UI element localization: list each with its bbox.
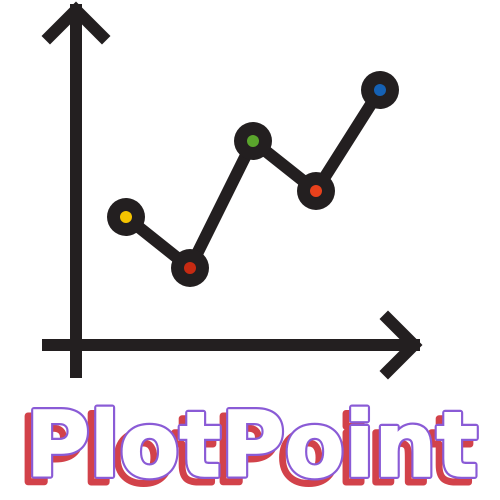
y-axis [41, 1, 111, 378]
chart-point-2 [171, 249, 209, 287]
chart-points [107, 71, 399, 287]
wordmark-outline: PlotPoint [26, 393, 478, 498]
chart-point-5 [361, 71, 399, 109]
y-axis-arrow-icon [41, 1, 111, 45]
chart-line [120, 84, 386, 274]
chart-point-4 [297, 172, 335, 210]
chart-point-1 [107, 198, 145, 236]
x-axis [42, 310, 423, 380]
wordmark: PlotPoint PlotPoint PlotPoint [17, 390, 482, 500]
wordmark-inner: PlotPoint [26, 393, 478, 498]
wordmark-shadow: PlotPoint [20, 399, 472, 500]
x-axis-arrow-icon [379, 310, 423, 380]
chart-point-3 [234, 122, 272, 160]
line-chart-icon [41, 1, 423, 380]
